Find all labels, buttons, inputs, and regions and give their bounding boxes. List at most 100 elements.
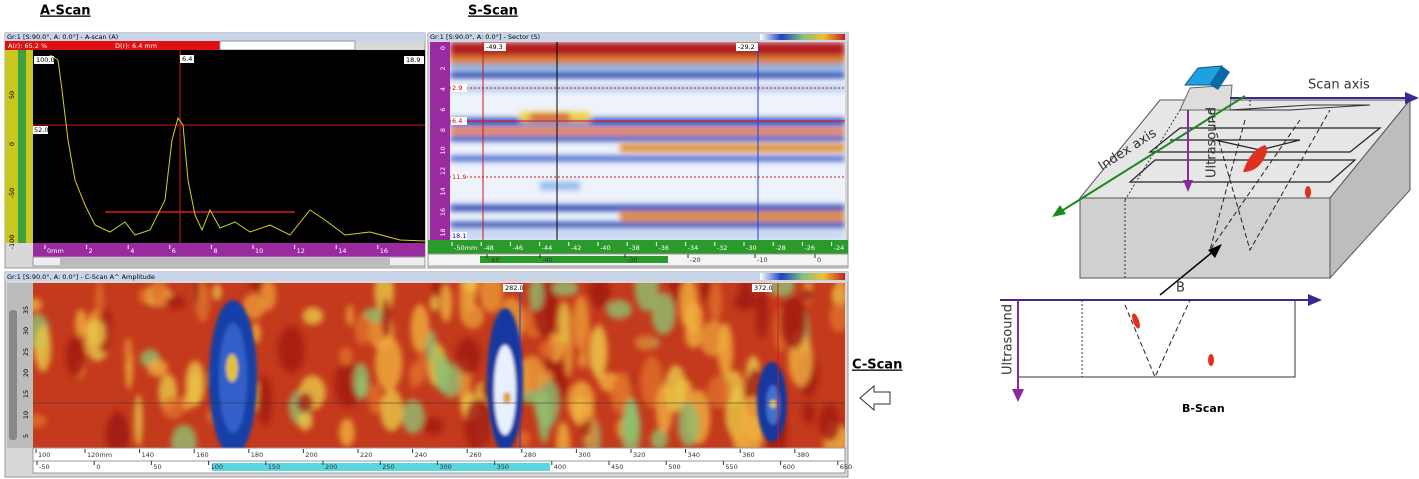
texture (298, 412, 313, 431)
texture (422, 417, 444, 434)
y-tick-label: 16 (439, 208, 447, 216)
group (22, 256, 851, 472)
texture (459, 277, 467, 323)
ultrasound-label: Ultrasound (1205, 107, 1220, 178)
angle-right: -29.2 (738, 43, 755, 51)
y-tick-label: 14 (439, 187, 447, 195)
tick-label: 0mm (47, 247, 64, 255)
gate-right: 18.9 (406, 56, 420, 64)
texture (684, 301, 703, 333)
tick-label: 320 (633, 451, 645, 459)
tick-label: -28 (775, 244, 786, 252)
texture (134, 394, 142, 446)
a-scan-panel: Gr:1 [S:90.0°, A: 0.0°] - A-scan (A) A(r… (5, 33, 425, 268)
texture (302, 307, 323, 325)
tick-label: -36 (658, 244, 669, 252)
texture (185, 361, 205, 406)
tick-label: -20 (690, 256, 701, 264)
tick-label: -38 (629, 244, 640, 252)
tick-label: 160 (196, 451, 208, 459)
texture (670, 265, 680, 304)
tick-label: -40 (542, 256, 553, 264)
y-tick-label: 30 (22, 327, 30, 335)
texture (339, 347, 353, 366)
tick-label: -48 (483, 244, 494, 252)
texture (756, 285, 768, 339)
texture (162, 396, 185, 419)
texture (440, 284, 452, 323)
s-scan-panel: Gr:1 [S:90.0°, A: 0.0°] - Sector (S) -49… (428, 33, 848, 268)
tick-label: 0 (817, 256, 821, 264)
tick-label: -50 (39, 463, 50, 471)
tick-label: 200 (305, 451, 317, 459)
shape (1308, 294, 1322, 306)
texture (578, 351, 586, 368)
texture (368, 383, 382, 414)
panel-header: Gr:1 [S:90.0°, A: 0.0°] - C-Scan A^ Ampl… (7, 273, 155, 281)
shape (1018, 300, 1295, 377)
angle-left: -49.3 (486, 43, 503, 51)
shape (33, 50, 425, 243)
y-tick-label: 12 (439, 167, 447, 175)
shape (33, 448, 845, 461)
texture (819, 404, 841, 441)
tick-label: 550 (725, 463, 737, 471)
tick-label: 500 (668, 463, 680, 471)
y-tick-label: -50 (8, 188, 16, 199)
shape (18, 50, 26, 243)
shape (220, 41, 355, 50)
tick-label: 100 (211, 463, 223, 471)
shape (60, 258, 390, 265)
texture (297, 392, 313, 413)
cursor-label: 6.4 (182, 55, 192, 63)
texture (213, 284, 222, 300)
group (450, 42, 845, 240)
tick-label: 450 (611, 463, 623, 471)
b-scan-label: B-Scan (1182, 402, 1225, 415)
level-label: 52.0 (34, 126, 48, 134)
texture (802, 288, 814, 302)
texture (426, 330, 437, 364)
depth-label: 18.1 (452, 232, 466, 240)
tick-label: 8 (213, 247, 217, 255)
y-tick-label: 25 (22, 348, 30, 356)
depth-label: 6.4 (452, 117, 462, 125)
y-tick-label: 20 (22, 369, 30, 377)
texture (95, 281, 104, 318)
shape (503, 392, 511, 404)
panel-header: Gr:1 [S:90.0°, A: 0.0°] - Sector (S) (430, 33, 540, 41)
shape (450, 128, 845, 134)
shape (450, 156, 845, 161)
shape (450, 118, 845, 126)
texture (590, 325, 607, 380)
shape (450, 64, 845, 70)
y-tick-label: 0 (8, 142, 16, 146)
texture (353, 363, 369, 399)
tick-label: 2 (89, 247, 93, 255)
y-tick-label: 6 (439, 107, 447, 111)
tick-label: -50mm (454, 244, 477, 252)
texture (539, 341, 556, 357)
texture (733, 294, 757, 309)
cursor-1: 282.0 (505, 284, 524, 292)
shape (1080, 198, 1330, 278)
shape (450, 72, 845, 78)
tick-label: 300 (578, 451, 590, 459)
depth-label: 2.9 (452, 84, 462, 92)
texture (66, 336, 85, 376)
y-tick-label: 35 (22, 306, 30, 314)
tick-label: 12 (297, 247, 305, 255)
tick-label: 300 (439, 463, 451, 471)
shape (226, 354, 238, 382)
tick-label: -34 (688, 244, 699, 252)
tick-label: -60 (489, 256, 500, 264)
depth-readout: D(r): 6.4 mm (115, 42, 157, 50)
shape (1012, 389, 1024, 402)
texture (355, 314, 370, 345)
screen: A-Scan S-Scan Gr:1 [S:90.0°, A: 0.0°] - … (0, 0, 1419, 479)
y-tick-label: 50 (8, 91, 16, 99)
y-tick-label: 18 (439, 228, 447, 236)
shape (620, 144, 845, 152)
texture (258, 375, 272, 425)
y-tick-label: 8 (439, 128, 447, 132)
